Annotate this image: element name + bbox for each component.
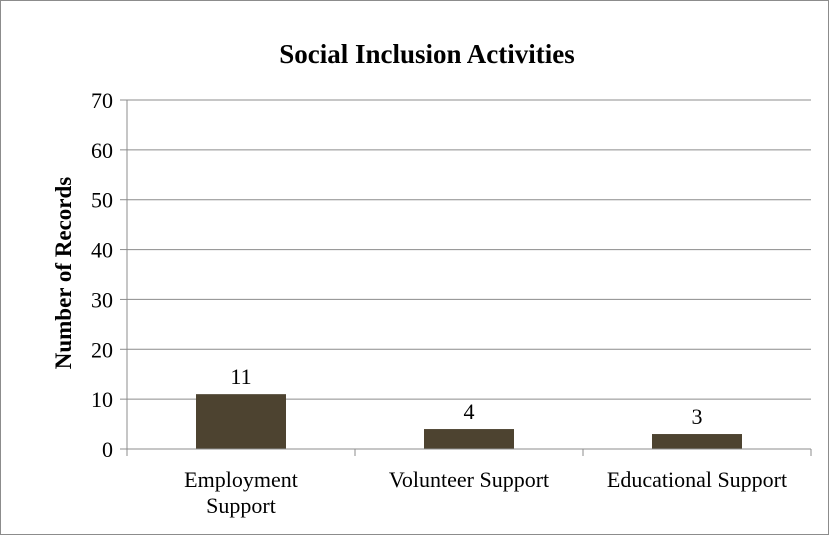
y-tick-label: 50 — [91, 188, 113, 213]
y-tick-label: 0 — [102, 437, 113, 462]
y-axis-label: Number of Records — [51, 177, 76, 370]
y-tick-label: 20 — [91, 337, 113, 362]
y-tick-label: 60 — [91, 138, 113, 163]
y-tick-label: 40 — [91, 238, 113, 263]
x-category-label: Employment — [184, 467, 298, 492]
data-label: 4 — [464, 399, 475, 424]
x-category-label: Volunteer Support — [389, 467, 549, 492]
x-category-label: Educational Support — [607, 467, 787, 492]
x-category-label: Support — [206, 493, 276, 518]
bars — [196, 394, 742, 449]
y-axis-ticks: 0 10 20 30 40 50 60 70 — [91, 88, 113, 462]
data-label: 11 — [230, 364, 251, 389]
bar — [196, 394, 286, 449]
bar — [424, 429, 514, 449]
y-tick-label: 30 — [91, 287, 113, 312]
y-tick-label: 10 — [91, 387, 113, 412]
chart-title: Social Inclusion Activities — [279, 39, 575, 69]
data-labels: 11 4 3 — [230, 364, 702, 429]
bar — [652, 434, 742, 449]
data-label: 3 — [692, 404, 703, 429]
y-tick-label: 70 — [91, 88, 113, 113]
